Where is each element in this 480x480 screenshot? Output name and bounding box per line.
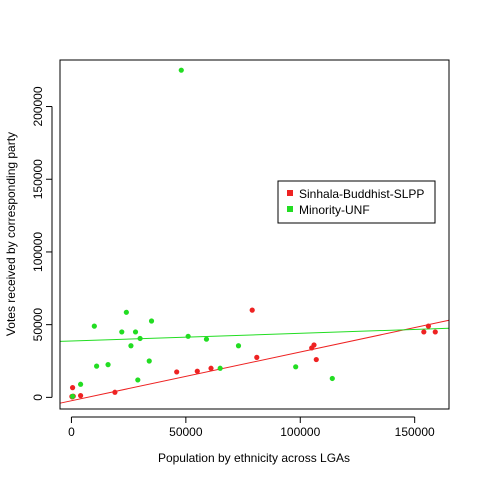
data-point-slpp [432,329,438,335]
data-point-unf [132,329,139,335]
data-point-slpp [77,393,84,399]
data-point-unf [235,343,242,349]
legend: Sinhala-Buddhist-SLPP Minority-UNF [277,180,436,224]
y-tick-label: 150000 [31,159,45,199]
x-tick-label: 0 [68,425,75,439]
x-tick-label: 100000 [280,425,320,439]
data-point-unf [293,364,299,370]
data-point-unf [105,362,111,368]
y-tick-label: 200000 [31,86,45,126]
legend-label-unf: Minority-UNF [299,203,370,217]
data-point-slpp [208,365,214,371]
data-point-slpp [194,368,200,374]
data-point-unf [148,318,155,324]
data-point-slpp [421,329,427,335]
y-tick-label: 50000 [31,308,45,342]
data-point-unf [217,365,223,371]
y-tick-label: 0 [31,394,45,401]
data-point-unf [69,393,76,399]
data-point-slpp [112,389,118,395]
data-point-unf [123,309,129,315]
data-point-slpp [311,342,317,348]
x-axis: 0 50000 100000 150000 [68,416,435,439]
data-point-unf [128,343,134,349]
legend-label-slpp: Sinhala-Buddhist-SLPP [299,187,424,201]
x-tick-label: 150000 [395,425,435,439]
plot-marks [59,67,450,404]
data-point-unf [146,358,152,364]
data-point-slpp [249,307,255,313]
legend-swatch-unf [287,206,293,212]
data-point-unf [329,375,335,382]
x-axis-label: Population by ethnicity across LGAs [158,451,350,465]
data-point-unf [185,333,191,339]
data-point-unf [137,335,143,342]
data-point-unf [94,363,100,369]
data-point-slpp [425,323,432,329]
data-point-unf [77,381,84,387]
data-point-slpp [254,354,260,360]
x-tick-label: 50000 [169,425,203,439]
data-point-unf [119,329,125,335]
data-point-slpp [313,356,319,363]
data-point-unf [91,323,97,329]
data-point-unf [203,336,210,342]
y-axis-label: Votes received by corresponding party [4,132,18,336]
data-point-slpp [69,385,76,391]
trend-line-unf [59,327,450,342]
data-point-unf [135,377,141,383]
y-tick-label: 100000 [31,232,45,272]
legend-box [277,180,436,224]
plot-frame [59,59,450,410]
y-axis: 0 50000 100000 150000 200000 [31,86,53,401]
data-point-unf [178,67,184,73]
data-point-slpp [174,369,180,375]
legend-swatch-slpp [287,190,293,196]
trend-line-slpp [59,319,450,404]
